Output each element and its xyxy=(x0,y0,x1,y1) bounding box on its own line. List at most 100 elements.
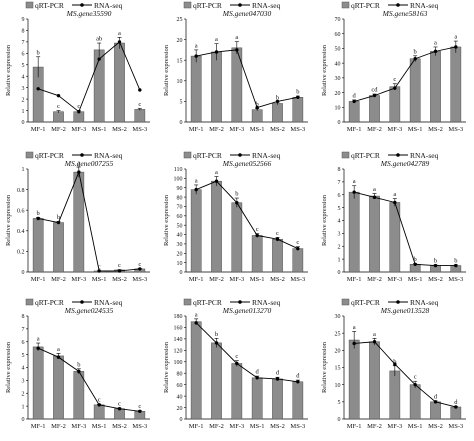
bar xyxy=(93,404,105,420)
significance-letter: d xyxy=(454,399,458,406)
significance-letter: d xyxy=(276,370,280,377)
y-tick-label: 20 xyxy=(177,406,183,412)
x-tick-label: MS-3 xyxy=(290,276,305,283)
rna-seq-point xyxy=(77,369,81,374)
significance-letter: d xyxy=(256,369,260,376)
legend-bar-swatch xyxy=(341,1,350,9)
y-tick-label: 8 xyxy=(22,29,25,35)
y-tick-label: 0.2 xyxy=(17,250,25,256)
x-tick-label: MS-2 xyxy=(428,126,443,133)
y-tick-label: 120 xyxy=(174,349,183,355)
significance-letter: c xyxy=(414,374,417,381)
bar xyxy=(292,381,304,420)
rna-seq-point xyxy=(138,267,142,271)
rna-seq-point xyxy=(413,57,417,61)
y-tick-label: 4 xyxy=(22,74,25,80)
x-tick-label: MF-2 xyxy=(209,276,224,283)
legend-bar-swatch xyxy=(341,151,350,159)
y-tick-label: 15 xyxy=(177,58,183,64)
y-tick-label: 4 xyxy=(338,219,341,225)
rna-seq-point xyxy=(275,237,280,241)
y-tick-label: 6 xyxy=(22,52,25,58)
rna-seq-point xyxy=(275,377,280,381)
legend-bar-swatch xyxy=(183,298,192,306)
legend-bar-label: qRT-PCR xyxy=(351,1,380,10)
bar xyxy=(369,95,380,123)
legend-line-label: RNA-seq xyxy=(94,298,123,307)
x-tick-label: MS-3 xyxy=(132,276,147,283)
significance-letter: a xyxy=(215,169,218,176)
chart-legend: qRT-PCR RNA-seq xyxy=(25,1,123,10)
y-tick-label: 7 xyxy=(22,40,25,46)
y-tick-label: 3 xyxy=(22,379,25,385)
y-tick-label: 3 xyxy=(338,232,341,238)
legend-line-label: RNA-seq xyxy=(410,1,439,10)
x-tick-label: MF-2 xyxy=(209,423,224,430)
significance-letter: a xyxy=(235,34,238,41)
rna-seq-line xyxy=(37,347,140,412)
y-axis-label: Relative expression xyxy=(321,44,328,96)
chart-title: MS.gene047030 xyxy=(222,9,272,18)
legend-line-marker xyxy=(80,3,84,7)
significance-letter: a xyxy=(454,34,457,41)
rna-seq-point xyxy=(352,190,356,194)
rna-seq-point xyxy=(117,407,122,411)
y-tick-label: 2 xyxy=(22,97,25,103)
significance-letter: d xyxy=(296,373,300,380)
rna-seq-point xyxy=(36,216,40,221)
significance-letter: a xyxy=(215,36,218,43)
rna-seq-point xyxy=(235,48,239,52)
significance-letter: a xyxy=(353,178,356,185)
significance-letter: d xyxy=(353,92,357,99)
y-tick-label: 160 xyxy=(174,326,183,332)
x-tick-label: MS-3 xyxy=(290,423,305,430)
significance-letter: b xyxy=(296,89,299,96)
rna-seq-point xyxy=(138,409,142,413)
x-tick-label: MF-2 xyxy=(51,126,66,133)
y-tick-label: 0.4 xyxy=(17,229,25,235)
rna-seq-line xyxy=(354,46,456,102)
legend-bar-label: qRT-PCR xyxy=(35,1,64,10)
rna-seq-line xyxy=(38,41,141,113)
y-tick-label: 9 xyxy=(22,17,25,23)
y-tick-label: 180 xyxy=(174,314,183,320)
significance-letter: a xyxy=(195,42,198,49)
chart-legend: qRT-PCR RNA-seq xyxy=(341,298,439,307)
rna-seq-point xyxy=(36,346,40,350)
significance-letter: c xyxy=(98,397,101,404)
chart-legend: qRT-PCR RNA-seq xyxy=(25,298,123,307)
y-tick-label: 1 xyxy=(22,167,25,173)
y-tick-label: 5 xyxy=(22,63,25,69)
rna-seq-point xyxy=(454,405,458,409)
rna-seq-point xyxy=(372,93,377,98)
chart-legend: qRT-PCR RNA-seq xyxy=(341,1,439,10)
significance-letter: a xyxy=(195,311,198,318)
x-tick-label: MS-1 xyxy=(408,423,423,430)
chart-legend: qRT-PCR RNA-seq xyxy=(183,1,281,10)
bar xyxy=(409,58,421,123)
x-tick-label: MS-1 xyxy=(408,276,423,283)
y-tick-label: 0 xyxy=(180,417,183,423)
y-tick-label: 40 xyxy=(177,233,183,239)
y-tick-label: 25 xyxy=(177,17,183,23)
rna-seq-line xyxy=(196,49,298,109)
chart-title: MS.gene007255 xyxy=(64,159,114,168)
significance-letter: c xyxy=(296,239,299,246)
rna-seq-point xyxy=(194,187,198,192)
x-tick-label: MS-2 xyxy=(270,423,285,430)
x-tick-label: MF-1 xyxy=(347,276,362,283)
y-tick-label: 30 xyxy=(177,242,183,248)
bar xyxy=(211,342,222,420)
y-tick-label: 60 xyxy=(335,32,341,38)
x-tick-label: MS-2 xyxy=(112,276,127,283)
rna-seq-point xyxy=(97,57,101,61)
bar xyxy=(369,195,380,273)
legend-bar-label: qRT-PCR xyxy=(193,1,222,10)
rna-seq-point xyxy=(117,40,122,44)
bar xyxy=(369,341,380,420)
significance-letter: b xyxy=(393,358,396,365)
x-tick-label: MF-1 xyxy=(347,126,362,133)
chart-legend: qRT-PCR RNA-seq xyxy=(183,298,281,307)
